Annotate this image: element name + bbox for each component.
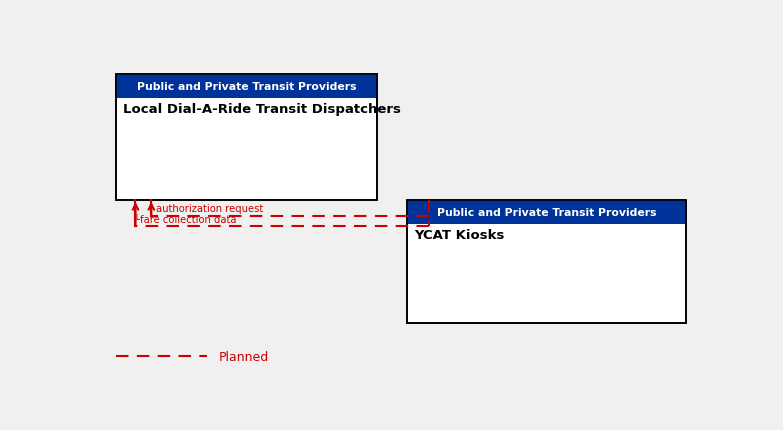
Text: Local Dial-A-Ride Transit Dispatchers: Local Dial-A-Ride Transit Dispatchers [124, 103, 401, 116]
Text: authorization request: authorization request [156, 204, 263, 214]
Text: Public and Private Transit Providers: Public and Private Transit Providers [437, 208, 657, 218]
Text: Planned: Planned [219, 350, 269, 362]
Bar [407, 200, 687, 224]
Bar [407, 200, 687, 323]
Bar [116, 75, 377, 200]
Bar [116, 75, 377, 200]
Text: Public and Private Transit Providers: Public and Private Transit Providers [137, 82, 356, 92]
Bar [407, 200, 687, 323]
Bar [116, 75, 377, 98]
Text: └fare collection data: └fare collection data [134, 215, 236, 225]
Text: YCAT Kiosks: YCAT Kiosks [415, 228, 505, 241]
